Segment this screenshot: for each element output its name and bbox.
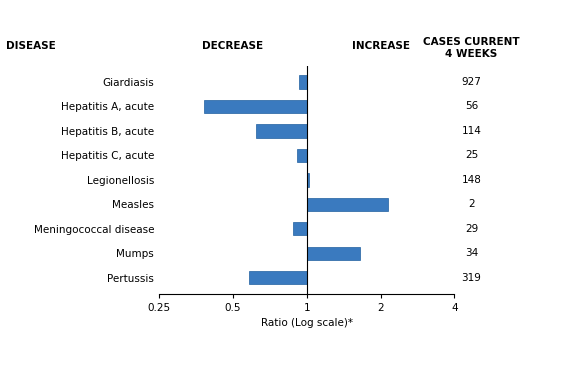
Text: DECREASE: DECREASE [202,41,264,51]
Bar [307,197,389,211]
Text: 114: 114 [462,126,481,136]
Bar [299,75,307,89]
Bar [307,173,309,186]
Text: 148: 148 [462,175,481,185]
Bar [249,271,307,284]
Text: 25: 25 [465,150,478,160]
Bar [307,247,360,260]
Text: 29: 29 [465,224,478,234]
Bar [296,149,307,162]
Bar [293,222,307,236]
Text: 319: 319 [462,273,481,283]
X-axis label: Ratio (Log scale)*: Ratio (Log scale)* [261,318,353,328]
Bar [256,124,307,138]
Text: DISEASE: DISEASE [6,41,56,51]
Text: 927: 927 [462,77,481,87]
Text: INCREASE: INCREASE [352,41,410,51]
Bar [204,100,307,113]
Text: 2: 2 [468,199,475,209]
Text: 34: 34 [465,248,478,258]
Text: 56: 56 [465,101,478,112]
Text: CASES CURRENT
4 WEEKS: CASES CURRENT 4 WEEKS [423,37,520,59]
